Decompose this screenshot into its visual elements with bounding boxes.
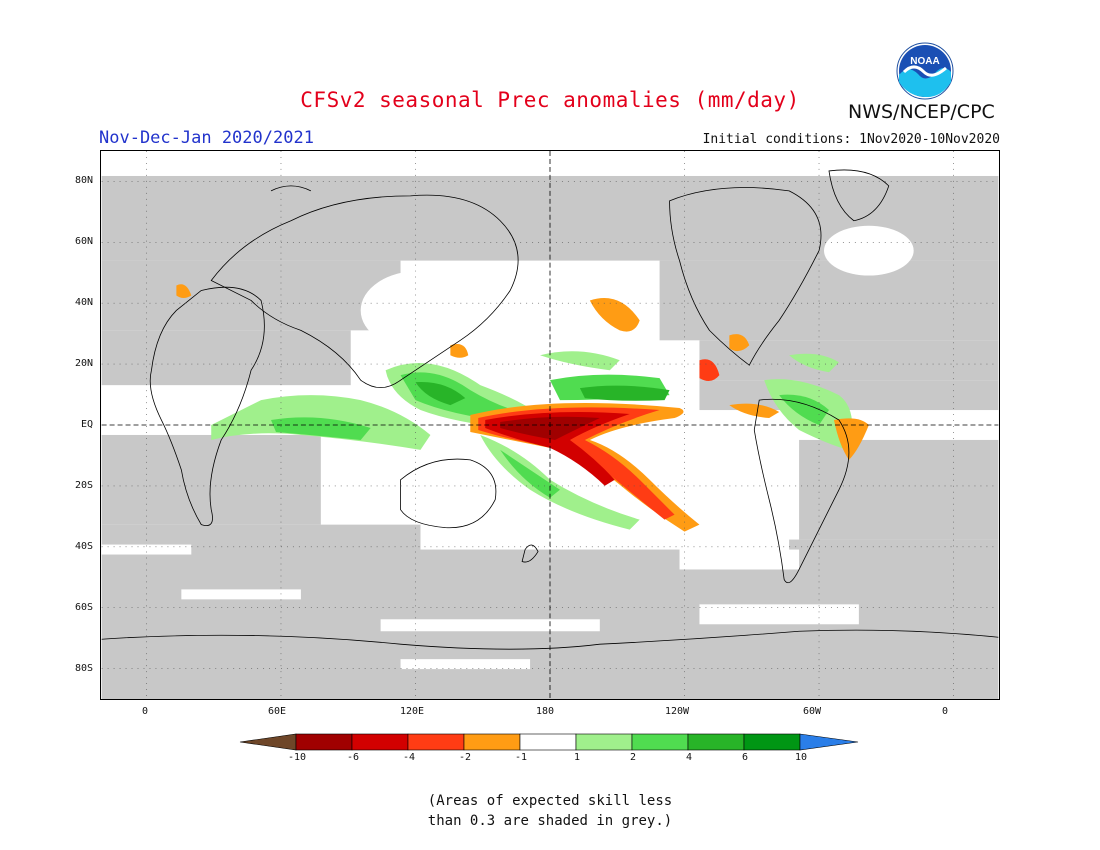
noaa-logo-icon: NOAA — [896, 42, 954, 100]
skill-note-line: than 0.3 are shaded in grey.) — [427, 813, 673, 829]
color-bar-swatch — [631, 733, 689, 751]
lon-tick: 60W — [802, 706, 822, 717]
color-bar-label: -1 — [514, 752, 528, 763]
skill-note-line: (Areas of expected skill less — [427, 793, 673, 809]
color-bar-label: -6 — [346, 752, 360, 763]
lat-tick: 80N — [74, 175, 93, 186]
color-bar-label: 6 — [741, 752, 749, 763]
lon-tick: 0 — [141, 706, 149, 717]
skill-note: (Areas of expected skill less than 0.3 a… — [0, 791, 1100, 831]
lat-tick: EQ — [80, 419, 93, 430]
color-bar-high-arrow — [799, 733, 859, 751]
color-bar-swatch — [463, 733, 521, 751]
color-bar-low-arrow — [239, 733, 297, 751]
color-bar-label: -4 — [402, 752, 416, 763]
color-bar-label: 2 — [629, 752, 637, 763]
svg-text:NOAA: NOAA — [910, 56, 939, 67]
color-bar — [239, 733, 859, 751]
color-bar-swatch — [407, 733, 465, 751]
map-title: CFSv2 seasonal Prec anomalies (mm/day) — [300, 88, 800, 112]
color-bar-swatch — [575, 733, 633, 751]
color-bar-label: 1 — [573, 752, 581, 763]
lat-tick: 20S — [74, 480, 93, 491]
color-bar-label: -2 — [458, 752, 472, 763]
agency-label: NWS/NCEP/CPC — [848, 101, 995, 123]
color-bar-label: 10 — [794, 752, 808, 763]
lat-tick: 20N — [74, 358, 93, 369]
color-bar-swatch — [351, 733, 409, 751]
lon-tick: 120W — [664, 706, 690, 717]
color-bar-swatch — [687, 733, 745, 751]
color-bar-label: 4 — [685, 752, 693, 763]
lat-tick: 60S — [74, 602, 93, 613]
lon-tick: 60E — [267, 706, 287, 717]
color-bar-label: -10 — [287, 752, 307, 763]
color-bar-swatch — [519, 733, 577, 751]
anomaly-map — [100, 150, 1000, 700]
lon-tick: 0 — [941, 706, 949, 717]
dry-anomalies — [176, 284, 869, 532]
lon-tick: 120E — [399, 706, 425, 717]
lat-tick: 40N — [74, 297, 93, 308]
lat-tick: 80S — [74, 663, 93, 674]
reference-lines — [101, 151, 999, 699]
lat-tick: 60N — [74, 236, 93, 247]
lon-tick: 180 — [535, 706, 555, 717]
color-bar-swatch — [743, 733, 801, 751]
color-bar-swatch — [295, 733, 353, 751]
lat-tick: 40S — [74, 541, 93, 552]
initial-conditions-label: Initial conditions: 1Nov2020-10Nov2020 — [702, 132, 1000, 147]
coastlines — [101, 169, 999, 650]
season-label: Nov-Dec-Jan 2020/2021 — [99, 128, 314, 148]
